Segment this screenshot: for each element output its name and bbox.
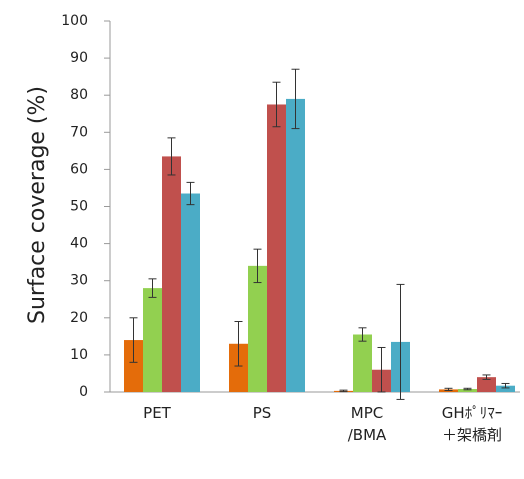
error-bar xyxy=(377,346,386,393)
y-tick-label: 100 xyxy=(61,13,88,29)
x-tick-label: MPC /BMA xyxy=(347,404,387,444)
bar xyxy=(229,343,248,392)
bar xyxy=(477,377,496,392)
y-tick-label: 20 xyxy=(70,310,88,326)
x-tick-label: GHﾎﾟﾘﾏｰ ＋架橋剤 xyxy=(441,404,503,444)
bar xyxy=(286,98,305,392)
y-tick-label: 50 xyxy=(70,199,88,215)
error-bar xyxy=(501,382,510,389)
y-tick-label: 70 xyxy=(70,124,88,140)
y-tick-label: 40 xyxy=(70,236,88,252)
bar xyxy=(458,389,477,392)
bar xyxy=(162,156,181,392)
y-axis-label: Surface coverage (%) xyxy=(25,86,50,324)
error-bar xyxy=(482,374,491,380)
error-bar xyxy=(167,137,176,176)
error-bar xyxy=(358,327,367,342)
error-bar xyxy=(186,181,195,206)
error-bar xyxy=(444,387,453,392)
error-bar xyxy=(148,278,157,298)
error-bar xyxy=(463,387,472,391)
bar xyxy=(353,334,372,392)
y-tick-label: 10 xyxy=(70,347,88,363)
bar xyxy=(143,288,162,392)
bar xyxy=(248,265,267,392)
error-bar xyxy=(253,248,262,284)
error-bar xyxy=(129,317,138,363)
x-tick-label: PS xyxy=(252,404,272,422)
bar xyxy=(181,193,200,392)
y-tick-label: 90 xyxy=(70,50,88,66)
bar xyxy=(496,385,515,392)
y-tick-label: 80 xyxy=(70,87,88,103)
y-tick-label: 60 xyxy=(70,161,88,177)
error-bar xyxy=(234,321,243,367)
x-tick-label: PET xyxy=(143,404,171,422)
error-bar xyxy=(272,81,281,128)
y-tick-label: 0 xyxy=(79,384,88,400)
error-bar xyxy=(396,283,405,400)
bar xyxy=(124,340,143,392)
error-bar xyxy=(339,389,348,393)
y-tick-label: 30 xyxy=(70,273,88,289)
error-bar xyxy=(291,68,300,130)
bar xyxy=(267,104,286,392)
